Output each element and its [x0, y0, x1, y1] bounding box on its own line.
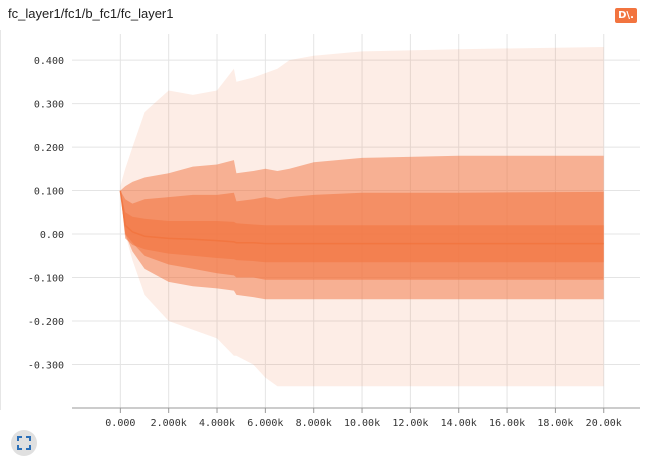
y-tick-label: 0.00 — [40, 230, 64, 241]
y-tick-label: -0.200 — [28, 317, 64, 328]
chart-bands — [119, 47, 604, 387]
x-tick-label: 12.00k — [392, 418, 428, 429]
chart-tick-labels: 0.400 0.300 0.200 0.100 0.00 -0.100 -0.200 -0.3… — [28, 56, 622, 429]
x-tick-label: 14.00k — [441, 418, 477, 429]
chart-title: fc_layer1/fc1/b_fc1/fc_layer1 — [8, 6, 174, 21]
x-tick-label: 8.000k — [296, 418, 332, 429]
y-tick-label: -0.300 — [28, 361, 64, 372]
y-tick-label: 0.300 — [34, 100, 64, 111]
median-line — [119, 190, 604, 245]
y-tick-label: 0.100 — [34, 187, 64, 198]
x-tick-label: 6.000k — [247, 418, 283, 429]
run-color-badge: D\. — [615, 8, 637, 23]
expand-icon — [17, 436, 31, 450]
y-tick-label: -0.100 — [28, 274, 64, 285]
x-tick-label: 18.00k — [537, 418, 573, 429]
chart-axes — [72, 407, 640, 413]
x-tick-label: 2.000k — [151, 418, 187, 429]
x-tick-label: 10.00k — [344, 418, 380, 429]
x-tick-label: 0.000 — [105, 418, 135, 429]
y-tick-label: 0.400 — [34, 56, 64, 67]
y-tick-label: 0.200 — [34, 143, 64, 154]
band-core — [120, 190, 604, 263]
x-tick-label: 4.000k — [199, 418, 235, 429]
expand-chart-button[interactable] — [11, 430, 37, 456]
x-tick-label: 20.00k — [586, 418, 622, 429]
left-divider — [0, 30, 1, 410]
x-tick-label: 16.00k — [489, 418, 525, 429]
